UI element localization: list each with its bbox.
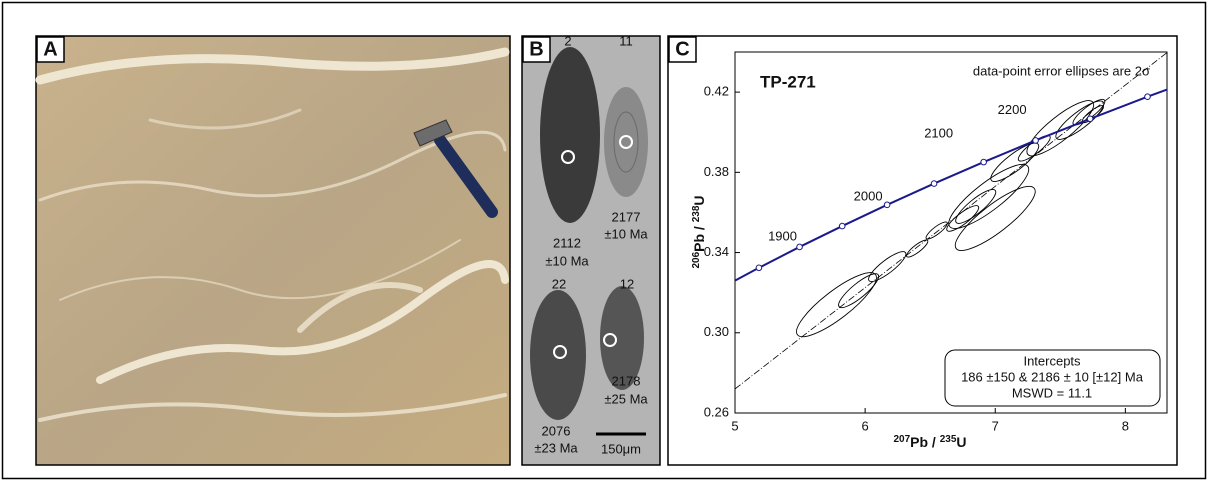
age-label: 1900 [768,228,797,243]
grain-age: 2076 [542,423,571,438]
age-marker [838,222,846,230]
panel-label-box [36,36,65,63]
error-ellipse [955,189,997,224]
y-tick-label: 0.26 [704,404,729,419]
error-ellipse [1055,100,1105,140]
grain-age-error: ±23 Ma [534,440,578,455]
x-label-element: U [956,434,966,450]
age-marker [1086,115,1094,123]
age-marker [755,264,763,272]
grain-age: 2178 [612,373,641,388]
y-tick-label: 0.42 [704,84,729,99]
grain-age: 2112 [553,235,581,250]
plot-area [735,52,1167,390]
grain-number: 2 [564,33,571,48]
x-tick-label: 5 [731,418,738,433]
y-label-separator: / [691,222,707,234]
x-axis-label: 207Pb / 235U [893,434,966,450]
error-ellipse [925,221,948,240]
y-tick-label: 0.38 [704,164,729,179]
intercepts-title: Intercepts [1023,353,1081,368]
analysis-spots [553,135,633,359]
y-tick-label: 0.34 [704,244,729,259]
age-marker [1144,93,1151,101]
grain-age: 2177 [612,209,641,224]
grain-number: 11 [619,33,633,48]
outcrop-photo [35,35,511,466]
x-tick-label: 8 [1122,418,1129,433]
y-tick-label: 0.30 [704,324,729,339]
x-label-mass: 235 [940,434,957,445]
grain-age-error: ±10 Ma [545,253,589,268]
age-label: 2200 [998,102,1027,117]
panel-label: C [675,38,689,60]
y-axis-label: 206Pb / 238U [691,195,707,268]
zircon-grain [530,290,586,420]
axes: 5 6 7 8 0.26 0.30 0.34 0.38 0.42 1900 2000 2100 2200 [704,84,1129,434]
intercepts-box [944,349,1161,407]
x-tick-label: 6 [862,418,869,433]
veins [35,47,510,422]
error-ellipse [868,251,907,282]
x-label-element: Pb [910,434,928,450]
x-label-separator: / [928,434,940,450]
grain-number: 12 [620,276,634,291]
error-ellipse [838,273,880,309]
zoning [613,111,639,173]
grain-age-error: ±10 Ma [604,226,648,241]
y-label-element: Pb [691,234,707,252]
error-ellipse [1017,135,1051,162]
y-label-element: U [691,195,707,205]
x-label-mass: 207 [893,434,910,445]
zircon-grain [600,286,644,390]
chart-note: data-point error ellipses are 2σ [973,63,1150,78]
panel-label: A [43,38,57,60]
age-label: 2000 [854,188,883,203]
grain-age-error: ±25 Ma [604,391,648,406]
error-ellipse [954,186,1036,251]
age-label: 2100 [924,126,953,141]
zircon-grain [540,47,600,223]
age-marker [796,243,803,251]
intercepts-text: 186 ±150 & 2186 ± 10 [±12] Ma [961,369,1144,384]
age-marker [930,180,938,187]
age-marker [883,201,891,209]
panel-c: C TP-271 data-point error ellipses are 2… [667,35,1178,466]
age-marker [980,158,987,166]
scale-bar-label: 150μm [601,441,641,456]
mswd: MSWD = 11.1 [1012,385,1092,400]
panel-label: B [529,38,543,60]
grain-number: 22 [552,276,566,291]
plot-frame [734,51,1168,414]
panel-a: A [35,35,511,466]
age-marker [1032,137,1039,144]
chart-title: TP-271 [760,72,816,91]
hammer [413,119,498,218]
error-ellipse [990,142,1040,182]
panel-b: 150μm B [521,35,661,466]
error-ellipse [906,239,929,258]
error-ellipse [948,163,1030,229]
y-label-mass: 206 [691,251,702,268]
panel-label-box [522,36,551,63]
x-tick-label: 7 [992,418,999,433]
error-ellipse [946,205,980,232]
error-ellipse [796,272,877,338]
y-label-mass: 238 [691,205,702,222]
panel-label-box [668,36,697,63]
zircon-grain [604,87,648,197]
